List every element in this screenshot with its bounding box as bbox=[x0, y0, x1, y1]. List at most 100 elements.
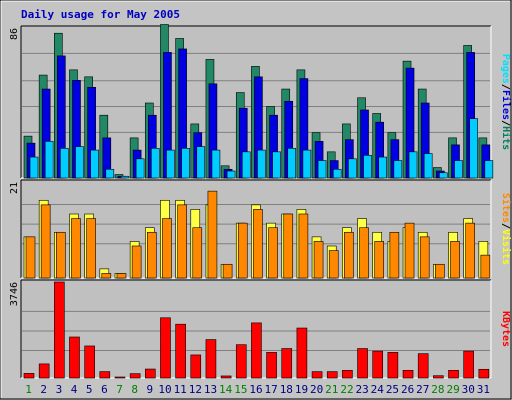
bar-sites-day-4 bbox=[71, 218, 81, 279]
day-label: 4 bbox=[71, 383, 78, 396]
day-label: 21 bbox=[325, 383, 338, 396]
bar-kbytes-day-29 bbox=[448, 370, 459, 379]
bar-sites-day-26 bbox=[404, 222, 415, 279]
legend-item: / bbox=[500, 84, 511, 90]
bar-kbytes-day-18 bbox=[281, 348, 293, 379]
bar-kbytes-day-13 bbox=[205, 339, 217, 379]
bar-sites-day-9 bbox=[146, 231, 157, 279]
bar-kbytes-day-10 bbox=[160, 317, 171, 379]
bar-kbytes-day-6 bbox=[99, 371, 111, 379]
bar-kbytes-day-15 bbox=[235, 344, 247, 379]
bar-kbytes-day-4 bbox=[69, 336, 80, 379]
bar-kbytes-day-26 bbox=[402, 370, 414, 379]
bar-sites-day-19 bbox=[298, 213, 309, 279]
bar-kbytes-day-19 bbox=[296, 327, 308, 379]
bar-pages-day-7 bbox=[120, 175, 130, 179]
bar-pages-day-14 bbox=[226, 170, 236, 179]
legend-item: Visits bbox=[500, 229, 512, 265]
bar-pages-day-25 bbox=[393, 160, 403, 179]
bar-pages-day-18 bbox=[287, 148, 297, 179]
bar-pages-day-21 bbox=[332, 168, 342, 179]
bar-pages-day-12 bbox=[196, 146, 206, 179]
bar-sites-day-2 bbox=[40, 204, 51, 279]
bar-pages-day-19 bbox=[302, 149, 312, 179]
bar-pages-day-1 bbox=[29, 156, 39, 179]
bar-pages-day-8 bbox=[135, 158, 145, 179]
y-max-label: 3746 bbox=[9, 282, 20, 306]
legend-item: Hits bbox=[500, 126, 512, 150]
bar-pages-day-3 bbox=[60, 148, 69, 179]
bar-sites-day-21 bbox=[328, 250, 339, 279]
bar-pages-day-5 bbox=[90, 149, 99, 179]
bar-sites-day-7 bbox=[116, 273, 127, 279]
chart-title: Daily usage for May 2005 bbox=[21, 8, 180, 21]
day-label: 20 bbox=[310, 383, 323, 396]
bar-pages-day-30 bbox=[469, 118, 478, 179]
bar-pages-day-22 bbox=[348, 158, 357, 179]
bar-kbytes-day-14 bbox=[220, 375, 232, 379]
bar-pages-day-24 bbox=[378, 156, 388, 179]
bar-sites-day-17 bbox=[268, 227, 278, 279]
bar-kbytes-day-12 bbox=[190, 354, 202, 379]
day-label: 17 bbox=[265, 383, 278, 396]
bar-kbytes-day-21 bbox=[326, 371, 338, 379]
bar-sites-day-20 bbox=[313, 241, 324, 279]
bar-sites-day-23 bbox=[359, 227, 369, 279]
bar-kbytes-day-9 bbox=[144, 368, 156, 379]
bar-pages-day-17 bbox=[272, 151, 281, 179]
day-label: 25 bbox=[386, 383, 399, 396]
legend-item: KBytes bbox=[500, 311, 511, 347]
day-label: 22 bbox=[340, 383, 353, 396]
bar-sites-day-1 bbox=[25, 236, 36, 279]
bar-pages-day-27 bbox=[423, 153, 433, 179]
bar-kbytes-day-17 bbox=[266, 352, 277, 379]
bar-sites-day-22 bbox=[344, 231, 354, 279]
panel-sites-visits: 21 Sites/Visits bbox=[9, 179, 512, 279]
bar-sites-day-11 bbox=[177, 204, 187, 279]
bar-kbytes-day-2 bbox=[38, 363, 50, 379]
bar-pages-day-11 bbox=[181, 148, 190, 179]
bar-pages-day-26 bbox=[408, 151, 418, 179]
bar-pages-day-23 bbox=[363, 155, 372, 179]
day-label: 15 bbox=[234, 383, 247, 396]
bar-sites-day-14 bbox=[222, 263, 233, 279]
bar-kbytes-day-25 bbox=[387, 352, 399, 379]
bar-kbytes-day-30 bbox=[463, 350, 474, 379]
bar-sites-day-28 bbox=[435, 263, 445, 279]
day-label: 9 bbox=[147, 383, 154, 396]
day-label: 3 bbox=[56, 383, 63, 396]
bar-sites-day-18 bbox=[283, 213, 294, 279]
day-label: 19 bbox=[295, 383, 308, 396]
bar-kbytes-day-8 bbox=[129, 373, 141, 379]
day-label: 11 bbox=[174, 383, 187, 396]
series-legend: Sites/Visits bbox=[500, 193, 512, 265]
bar-pages-day-16 bbox=[257, 149, 266, 179]
bar-sites-day-25 bbox=[389, 231, 400, 279]
legend-item: / bbox=[500, 223, 511, 229]
bar-sites-day-8 bbox=[131, 245, 142, 279]
day-label: 6 bbox=[101, 383, 108, 396]
bar-pages-day-31 bbox=[484, 160, 494, 179]
day-label: 26 bbox=[401, 383, 414, 396]
bar-pages-day-13 bbox=[211, 149, 221, 179]
legend-item: Sites bbox=[500, 193, 512, 223]
y-max-label: 86 bbox=[9, 28, 20, 40]
day-label: 14 bbox=[219, 383, 233, 396]
bar-kbytes-day-23 bbox=[357, 348, 368, 379]
bar-sites-day-5 bbox=[86, 218, 96, 279]
bar-sites-day-15 bbox=[237, 222, 248, 279]
series-legend: Pages/Files/Hits bbox=[500, 54, 512, 150]
day-label: 24 bbox=[371, 383, 385, 396]
bar-sites-day-16 bbox=[253, 209, 263, 279]
day-label: 8 bbox=[131, 383, 138, 396]
bar-pages-day-28 bbox=[439, 172, 448, 179]
bar-pages-day-6 bbox=[105, 168, 115, 179]
bar-kbytes-day-27 bbox=[417, 353, 429, 379]
legend-item: Pages bbox=[500, 54, 511, 84]
bar-pages-day-15 bbox=[241, 151, 251, 179]
bar-sites-day-30 bbox=[465, 222, 475, 279]
day-label: 31 bbox=[477, 383, 490, 396]
day-label: 23 bbox=[356, 383, 369, 396]
